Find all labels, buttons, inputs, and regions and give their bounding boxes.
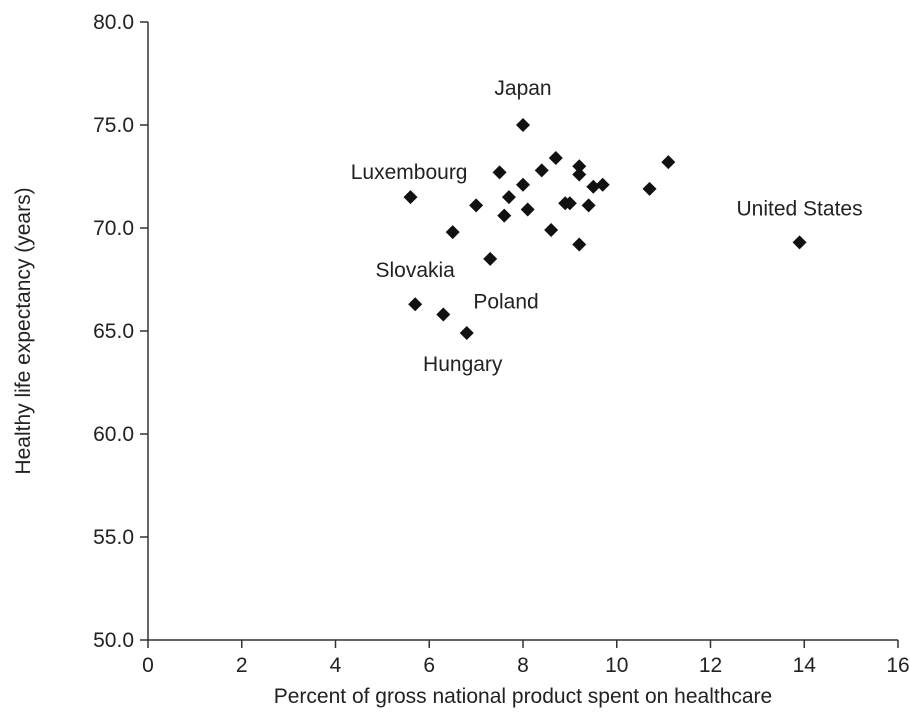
data-points — [403, 118, 807, 341]
annotation-label: Luxembourg — [351, 161, 468, 184]
x-tick-label: 14 — [793, 654, 817, 677]
x-tick-label: 8 — [517, 654, 529, 677]
data-point — [562, 196, 577, 211]
country-annotations: Japan Luxembourg United States Slovakia Pola… — [351, 77, 863, 376]
y-tick-label: 70.0 — [93, 217, 134, 240]
y-tick-label: 55.0 — [93, 526, 134, 549]
x-tick-label: 2 — [236, 654, 248, 677]
data-point — [642, 181, 657, 196]
data-point — [595, 177, 610, 192]
data-point — [516, 177, 530, 192]
x-axis-title: Percent of gross national product spent … — [274, 685, 772, 708]
data-point — [792, 235, 807, 250]
data-point — [408, 297, 423, 312]
x-tick-label: 4 — [330, 654, 342, 677]
data-point — [586, 179, 601, 194]
data-point — [516, 118, 530, 132]
data-point — [492, 165, 507, 180]
y-tick-label: 75.0 — [93, 114, 134, 137]
data-point — [469, 198, 484, 213]
y-tick-label: 65.0 — [93, 320, 134, 343]
data-point — [534, 163, 549, 178]
annotation-label: Japan — [494, 77, 551, 100]
data-point — [403, 190, 418, 205]
data-point — [572, 159, 587, 174]
x-axis-ticks: 0 2 4 6 8 10 12 14 16 — [142, 640, 910, 677]
annotation-label: Poland — [473, 291, 538, 314]
x-tick-label: 10 — [605, 654, 628, 677]
data-point — [661, 155, 676, 170]
x-tick-label: 16 — [886, 654, 909, 677]
y-tick-label: 50.0 — [93, 629, 134, 652]
data-point — [544, 223, 559, 238]
data-point — [581, 198, 596, 213]
data-point — [483, 251, 498, 266]
annotation-label: Hungary — [423, 353, 503, 376]
data-point — [459, 326, 474, 341]
data-point — [436, 307, 451, 322]
data-point — [445, 225, 460, 240]
x-tick-label: 0 — [142, 654, 154, 677]
data-point — [520, 202, 535, 217]
x-tick-label: 12 — [699, 654, 722, 677]
data-point — [548, 150, 563, 165]
y-tick-label: 60.0 — [93, 423, 134, 446]
x-tick-label: 6 — [423, 654, 435, 677]
data-point — [572, 167, 587, 182]
data-point — [497, 208, 512, 223]
annotation-label: United States — [737, 197, 863, 220]
data-point — [501, 190, 516, 205]
annotation-label: Slovakia — [375, 259, 455, 282]
y-axis-title: Healthy life expectancy (years) — [12, 187, 35, 474]
y-tick-label: 80.0 — [93, 11, 134, 34]
data-point — [572, 237, 587, 252]
y-axis-ticks: 50.0 55.0 60.0 65.0 70.0 75.0 80.0 — [93, 11, 148, 652]
